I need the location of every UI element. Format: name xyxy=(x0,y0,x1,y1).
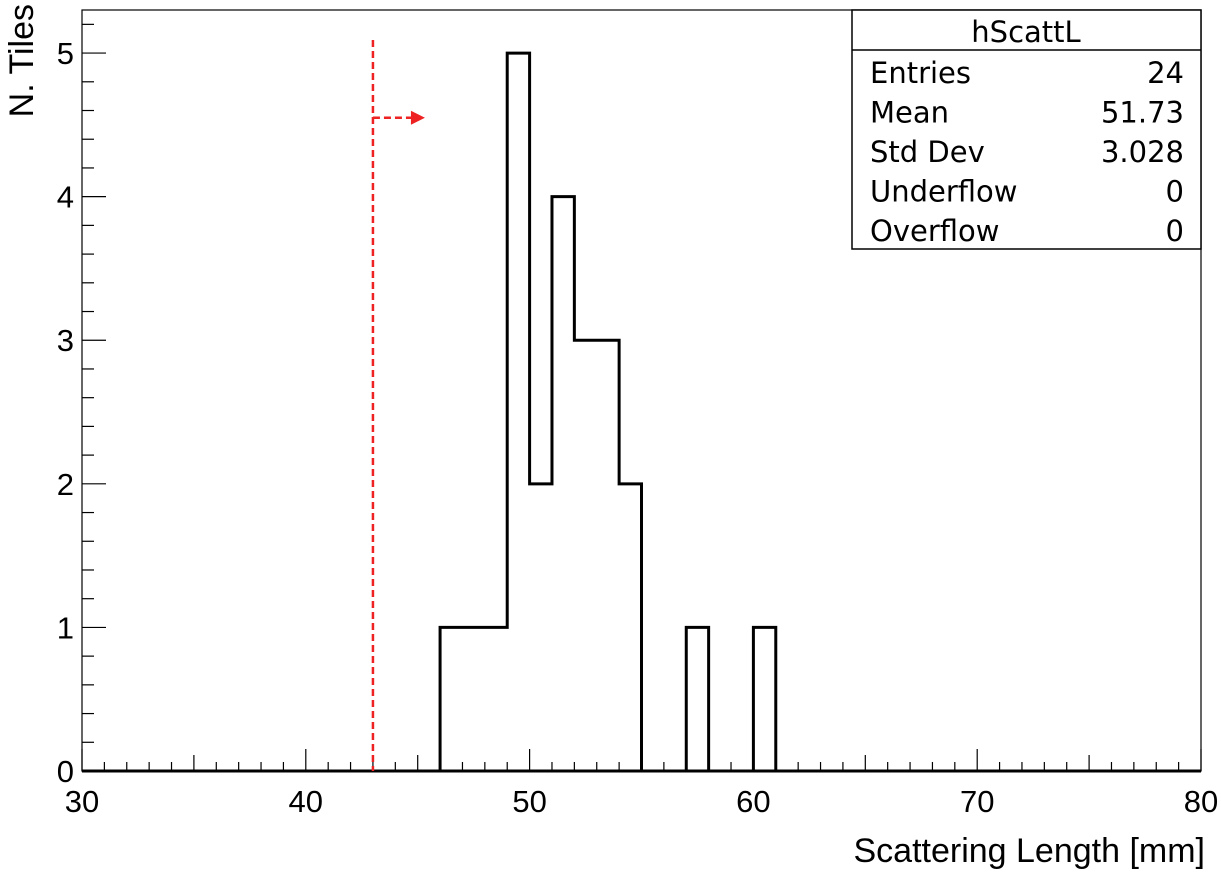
stats-box: hScattL Entries 24 Mean 51.73 Std Dev 3.028 Un… xyxy=(851,9,1202,250)
stats-label: Overflow xyxy=(870,214,999,248)
stats-rows: Entries 24 Mean 51.73 Std Dev 3.028 Underflow 0… xyxy=(870,56,1184,248)
stats-label: Entries xyxy=(870,56,971,90)
x-axis-title: Scattering Length [mm] xyxy=(853,832,1205,870)
stats-value: 3.028 xyxy=(1101,135,1184,169)
histogram-bar-group xyxy=(751,625,778,771)
stats-label: Mean xyxy=(870,96,949,130)
y-tick-label: 5 xyxy=(57,36,74,71)
threshold-arrow-head xyxy=(410,110,425,125)
y-tick-label: 3 xyxy=(57,323,74,358)
x-tick-label: 60 xyxy=(736,784,770,819)
threshold-marker xyxy=(371,40,425,771)
y-axis-title: N. Tiles xyxy=(3,4,41,117)
y-tick-label: 2 xyxy=(57,467,74,502)
histogram-bar-group xyxy=(438,51,643,771)
stats-value: 0 xyxy=(1166,175,1184,209)
histogram-bars xyxy=(82,51,1201,773)
axis-labels: Scattering Length [mm] N. Tiles 30 40 50 60… xyxy=(3,4,1218,870)
stats-label: Underflow xyxy=(870,175,1018,209)
x-tick-label: 30 xyxy=(65,784,99,819)
y-tick-label: 4 xyxy=(57,180,74,215)
histogram-bar-group xyxy=(684,625,711,771)
x-tick-label: 50 xyxy=(512,784,546,819)
stats-value: 51.73 xyxy=(1101,96,1184,130)
x-tick-label: 40 xyxy=(289,784,323,819)
y-tick-label: 1 xyxy=(57,610,74,645)
stats-box-title: hScattL xyxy=(971,15,1080,49)
x-tick-label: 80 xyxy=(1184,784,1218,819)
stats-value: 24 xyxy=(1147,56,1184,90)
stats-label: Std Dev xyxy=(870,135,985,169)
stats-value: 0 xyxy=(1166,214,1184,248)
y-tick-label: 0 xyxy=(57,754,74,789)
x-tick-label: 70 xyxy=(960,784,994,819)
